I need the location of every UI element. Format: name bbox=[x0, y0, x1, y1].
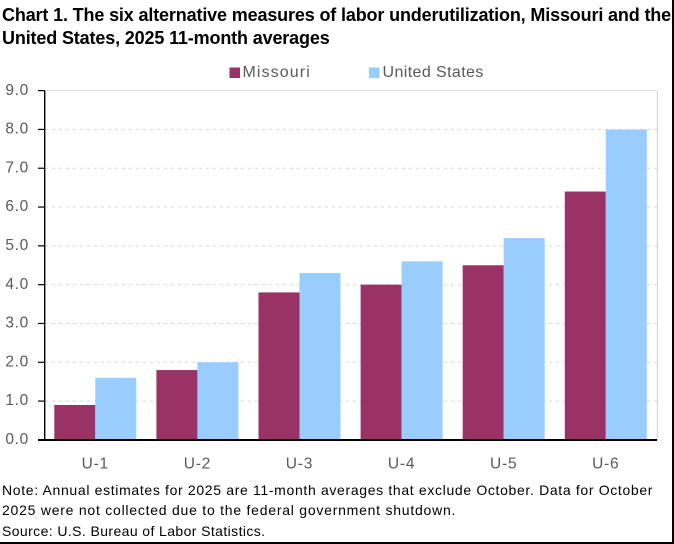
svg-text:8.0: 8.0 bbox=[5, 121, 29, 138]
svg-text:U-4: U-4 bbox=[388, 455, 415, 472]
svg-text:United States: United States bbox=[383, 64, 484, 81]
svg-text:0.0: 0.0 bbox=[5, 431, 29, 448]
svg-text:9.0: 9.0 bbox=[5, 82, 29, 99]
svg-text:5.0: 5.0 bbox=[5, 237, 29, 254]
svg-text:6.0: 6.0 bbox=[5, 198, 29, 215]
svg-text:4.0: 4.0 bbox=[5, 276, 29, 293]
svg-text:U-6: U-6 bbox=[592, 455, 619, 472]
svg-text:U-1: U-1 bbox=[82, 455, 109, 472]
svg-text:2.0: 2.0 bbox=[5, 353, 29, 370]
svg-text:1.0: 1.0 bbox=[5, 392, 29, 409]
svg-text:U-3: U-3 bbox=[286, 455, 313, 472]
svg-text:3.0: 3.0 bbox=[5, 315, 29, 332]
svg-text:U-2: U-2 bbox=[184, 455, 211, 472]
svg-text:7.0: 7.0 bbox=[5, 159, 29, 176]
svg-text:U-5: U-5 bbox=[490, 455, 517, 472]
svg-text:Missouri: Missouri bbox=[243, 64, 311, 81]
